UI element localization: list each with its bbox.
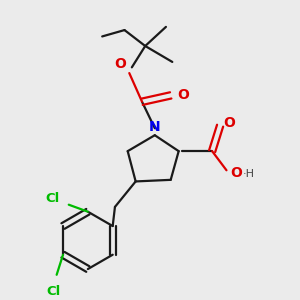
Text: Cl: Cl — [46, 285, 61, 298]
Text: ·H: ·H — [243, 169, 255, 179]
Text: Cl: Cl — [45, 193, 59, 206]
Text: O: O — [223, 116, 235, 130]
Text: O: O — [114, 58, 126, 71]
Text: O: O — [230, 166, 242, 180]
Text: N: N — [149, 120, 160, 134]
Text: O: O — [178, 88, 190, 102]
